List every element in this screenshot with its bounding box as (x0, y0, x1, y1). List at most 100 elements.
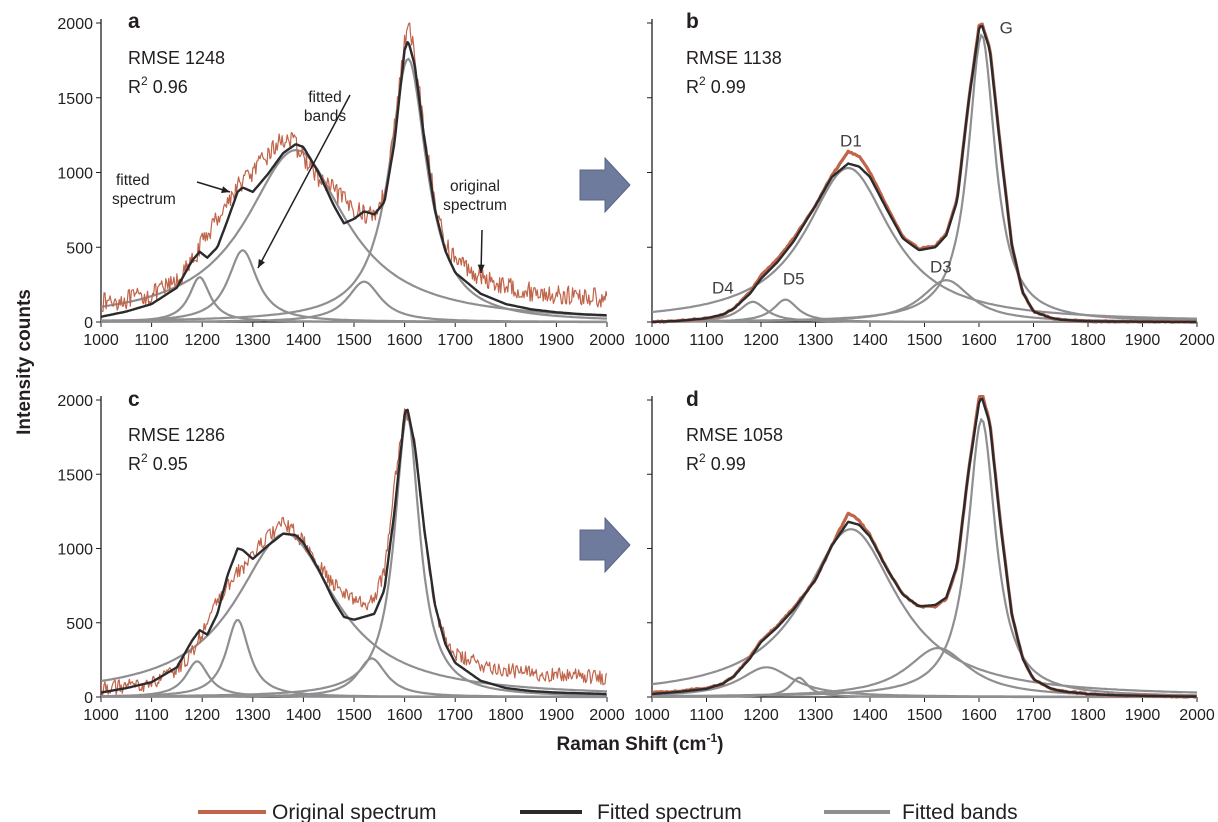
fitted-spectrum (101, 408, 607, 696)
r2-value: R2 0.96 (128, 74, 188, 97)
x-axis-title-superscript: -1 (706, 731, 717, 745)
y-tick-label: 1500 (57, 91, 93, 108)
r2-label: R (686, 77, 699, 97)
x-tick-label: 1900 (539, 707, 575, 724)
panel-d: 1000 1100 1200 1300 1400 1500 1600 1700 1800 1900… (634, 388, 1215, 724)
fitted-spectrum (652, 25, 1197, 324)
r2-number: 0.99 (706, 77, 746, 97)
x-tick-label: 1500 (336, 332, 372, 349)
annotation-fitted-spectrum-2: spectrum (112, 191, 176, 208)
x-tick-label: 1300 (798, 332, 834, 349)
right-arrow-icon-bottom (579, 516, 631, 574)
x-tick-label: 1500 (907, 332, 943, 349)
r2-label: R (686, 454, 699, 474)
original-spectrum (101, 408, 607, 696)
x-tick-label: 1700 (437, 332, 473, 349)
legend-label-bands: Fitted bands (902, 801, 1018, 822)
x-tick-label: 1800 (488, 332, 524, 349)
fitted-band-3 (652, 528, 1197, 694)
fitted-band-4 (101, 280, 607, 323)
rmse-value: RMSE 1138 (686, 48, 782, 68)
x-tick-label: 1800 (1070, 332, 1106, 349)
panel-a: 1000 1100 1200 1300 1400 1500 1600 1700 1800 1900… (57, 10, 624, 349)
x-tick-label: 1500 (336, 707, 372, 724)
r2-superscript: 2 (141, 451, 148, 465)
x-tick-label: 1100 (134, 707, 169, 724)
r2-label: R (128, 77, 141, 97)
r2-value: R2 0.99 (686, 451, 746, 474)
y-tick-label: 1000 (57, 542, 93, 559)
x-tick-label: 1600 (387, 332, 423, 349)
x-tick-label: 1000 (634, 707, 670, 724)
original-spectrum (101, 22, 607, 312)
x-tick-label: 1900 (1125, 707, 1161, 724)
annotation-fitted-bands-1: fitted (308, 89, 342, 106)
x-tick-label: 1200 (184, 707, 220, 724)
x-tick-label: 1400 (852, 332, 888, 349)
plot-area (652, 22, 1197, 324)
fitted-band-1 (652, 300, 1197, 324)
annotation-original-spectrum-1: original (450, 178, 500, 195)
y-tick-label: 2000 (57, 393, 93, 410)
panel-c: 1000 1100 1200 1300 1400 1500 1600 1700 1800 1900… (57, 388, 624, 724)
x-tick-label: 1200 (743, 332, 779, 349)
x-tick-label: 1100 (689, 707, 724, 724)
x-tick-label: 1400 (286, 332, 322, 349)
x-tick-label: 1600 (961, 707, 997, 724)
x-tick-label: 1700 (437, 707, 473, 724)
plot-area (101, 22, 607, 324)
x-tick-label: 1200 (184, 332, 220, 349)
band-label-g: G (1000, 18, 1013, 37)
legend-label-fitted: Fitted spectrum (597, 801, 742, 822)
annotation-arrowhead (477, 264, 485, 273)
annotation-fitted-bands-2: bands (304, 108, 346, 125)
x-tick-label: 1200 (743, 707, 779, 724)
rmse-value: RMSE 1248 (128, 48, 225, 68)
panel-b: 1000 1100 1200 1300 1400 1500 1600 1700 1800 1900… (634, 10, 1215, 349)
y-tick-label: 500 (66, 616, 93, 633)
fitted-band-5 (101, 57, 607, 322)
original-spectrum (652, 22, 1197, 324)
annotation-arrow-2 (257, 94, 351, 269)
x-tick-label: 1000 (83, 332, 119, 349)
fitted-band-5 (652, 33, 1197, 323)
x-tick-label: 1700 (1016, 332, 1052, 349)
x-tick-label: 1000 (83, 707, 119, 724)
x-tick-label: 1100 (134, 332, 169, 349)
x-tick-label: 1300 (235, 332, 271, 349)
panel-letter: c (128, 388, 140, 411)
r2-number: 0.95 (148, 454, 188, 474)
y-tick-label: 1500 (57, 467, 93, 484)
x-tick-label: 2000 (1179, 707, 1215, 724)
band-label-d3: D3 (930, 258, 952, 277)
right-arrow-icon (579, 156, 631, 214)
y-tick-label: 500 (66, 240, 93, 257)
x-axis-title-end: ) (717, 734, 723, 755)
x-tick-label: 1000 (634, 332, 670, 349)
x-tick-label: 1400 (286, 707, 322, 724)
annotation-arrowhead (258, 259, 265, 268)
x-tick-label: 2000 (589, 332, 625, 349)
r2-superscript: 2 (699, 451, 706, 465)
r2-label: R (128, 454, 141, 474)
x-tick-label: 1300 (798, 707, 834, 724)
fitted-band-5 (652, 417, 1197, 698)
r2-number: 0.96 (148, 77, 188, 97)
right-arrow-icon-top (579, 156, 631, 214)
annotation-original-spectrum-2: spectrum (443, 197, 507, 214)
rmse-value: RMSE 1286 (128, 425, 225, 445)
y-tick-label: 1000 (57, 166, 93, 183)
fitted-band-3 (101, 148, 607, 317)
fitted-spectrum (101, 41, 607, 318)
panel-letter: d (686, 388, 699, 411)
band-label-d5: D5 (783, 270, 805, 289)
r2-value: R2 0.95 (128, 451, 188, 474)
x-tick-label: 1500 (907, 707, 943, 724)
annotation-fitted-spectrum-1: fitted (116, 172, 150, 189)
legend: Original spectrum Fitted spectrum Fitted… (198, 801, 1018, 822)
y-tick-label: 2000 (57, 16, 93, 33)
fitted-band-3 (652, 166, 1197, 320)
x-axis-title: Raman Shift (cm-1) (557, 731, 724, 755)
r2-superscript: 2 (699, 74, 706, 88)
